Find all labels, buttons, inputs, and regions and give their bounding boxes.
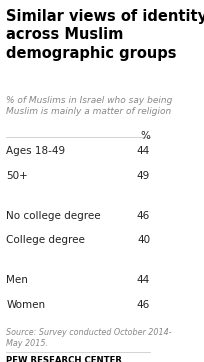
Text: PEW RESEARCH CENTER: PEW RESEARCH CENTER: [6, 355, 122, 362]
Text: 44: 44: [136, 275, 149, 285]
Text: Similar views of identity
across Muslim
demographic groups: Similar views of identity across Muslim …: [6, 9, 204, 61]
Text: 40: 40: [136, 235, 149, 245]
Text: Women: Women: [6, 300, 45, 310]
Text: %: %: [140, 131, 149, 142]
Text: 44: 44: [136, 146, 149, 156]
Text: Ages 18-49: Ages 18-49: [6, 146, 65, 156]
Text: No college degree: No college degree: [6, 211, 100, 220]
Text: Men: Men: [6, 275, 28, 285]
Text: 50+: 50+: [6, 171, 28, 181]
Text: 46: 46: [136, 211, 149, 220]
Text: % of Muslims in Israel who say being
Muslim is mainly a matter of religion: % of Muslims in Israel who say being Mus…: [6, 96, 172, 116]
Text: 46: 46: [136, 300, 149, 310]
Text: College degree: College degree: [6, 235, 85, 245]
Text: 49: 49: [136, 171, 149, 181]
Text: Source: Survey conducted October 2014-
May 2015.: Source: Survey conducted October 2014- M…: [6, 328, 171, 348]
